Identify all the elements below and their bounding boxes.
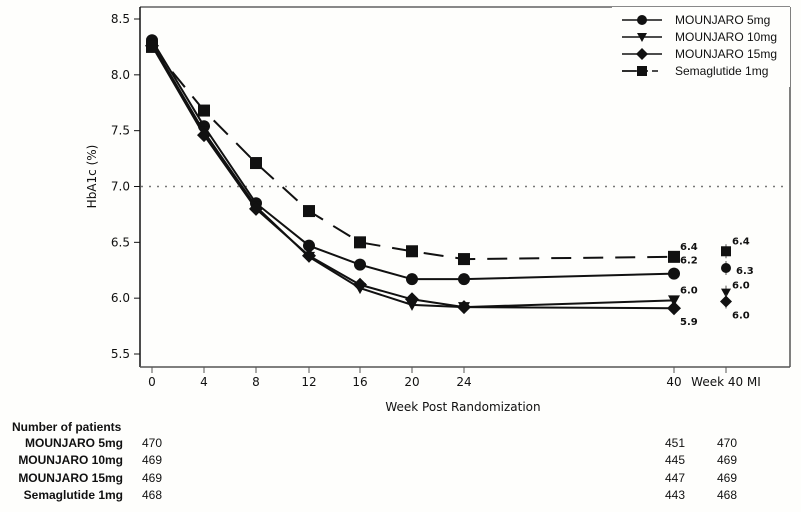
- patients-week0: 470: [142, 436, 163, 450]
- x-tick-label: 12: [301, 375, 316, 389]
- point-semaglutide-1mg: [406, 245, 418, 258]
- legend-marker-mounjaro-5mg: [637, 15, 647, 25]
- point-mi-mounjaro-5mg: [721, 263, 731, 274]
- point-mounjaro-15mg: [353, 277, 367, 292]
- point-mounjaro-5mg: [354, 258, 366, 271]
- y-tick-label: 6.5: [111, 235, 130, 249]
- patients-row: MOUNJARO 5mg 470 451 470: [0, 436, 801, 453]
- data-label-week40: 5.9: [680, 317, 698, 328]
- y-tick-label: 7.0: [111, 180, 130, 194]
- series-lines: [151, 39, 675, 310]
- point-mounjaro-5mg: [458, 273, 470, 286]
- patients-table-title: Number of patients: [12, 420, 122, 434]
- data-label-week40: 6.0: [680, 285, 698, 296]
- point-semaglutide-1mg: [250, 157, 262, 170]
- point-mounjaro-15mg: [667, 301, 681, 316]
- legend-marker-mounjaro-10mg: [637, 33, 647, 42]
- patients-week40: 447: [665, 471, 686, 485]
- point-semaglutide-1mg: [668, 250, 680, 263]
- y-tick-label: 6.0: [111, 291, 130, 305]
- legend-marker-mounjaro-15mg: [636, 48, 648, 60]
- hba1c-chart: 5.5 6.0 6.5 7.0 7.5 8.0 8.5 HbA1c (%) 0 4 8 12 16 20 2…: [85, 6, 791, 414]
- patients-row: MOUNJARO 10mg 469 445 469: [0, 453, 801, 470]
- point-semaglutide-1mg: [198, 104, 210, 117]
- line-mounjaro-5mg: [151, 39, 675, 281]
- patients-week40-mi: 470: [717, 436, 738, 450]
- point-mounjaro-15mg: [249, 201, 263, 216]
- point-mi-mounjaro-10mg: [721, 288, 731, 298]
- point-semaglutide-1mg: [146, 40, 158, 53]
- x-tick-label: Week 40 MI: [691, 375, 761, 389]
- point-mounjaro-5mg: [668, 267, 680, 280]
- legend-label-semaglutide-1mg: Semaglutide 1mg: [675, 64, 768, 78]
- data-label-week40-mi: 6.3: [736, 266, 754, 277]
- y-tick-label: 5.5: [111, 347, 130, 361]
- x-tick-label: 16: [352, 375, 367, 389]
- patients-row: Semaglutide 1mg 468 443 468: [0, 488, 801, 505]
- patients-row: MOUNJARO 15mg 469 447 469: [0, 471, 801, 488]
- y-tick-label: 8.0: [111, 68, 130, 82]
- patients-week40: 451: [665, 436, 686, 450]
- patients-row-name: MOUNJARO 15mg: [18, 471, 123, 485]
- data-labels: 6.2 6.3 6.0 6.0 5.9 6.0 6.4 6.4: [680, 236, 754, 328]
- x-tick-label: 20: [404, 375, 419, 389]
- patients-week0: 469: [142, 471, 163, 485]
- patients-week0: 468: [142, 488, 163, 502]
- y-tick-label: 8.5: [111, 12, 130, 26]
- point-semaglutide-1mg: [458, 253, 470, 266]
- patients-week0: 469: [142, 453, 163, 467]
- patients-week40-mi: 469: [717, 453, 738, 467]
- x-tick-label: 40: [666, 375, 681, 389]
- legend-label-mounjaro-10mg: MOUNJARO 10mg: [675, 30, 777, 44]
- patients-week40-mi: 469: [717, 471, 738, 485]
- line-semaglutide-1mg: [151, 46, 675, 261]
- point-mounjaro-5mg: [303, 239, 315, 252]
- x-tick-label: 8: [252, 375, 260, 389]
- line-mounjaro-10mg: [151, 43, 675, 309]
- patients-row-name: MOUNJARO 10mg: [18, 453, 123, 467]
- point-mounjaro-5mg: [406, 273, 418, 286]
- point-mounjaro-15mg: [405, 292, 419, 307]
- data-label-week40: 6.2: [680, 256, 698, 267]
- point-mounjaro-10mg: [668, 295, 680, 307]
- patients-week40: 445: [665, 453, 686, 467]
- x-axis-title: Week Post Randomization: [385, 400, 540, 414]
- data-label-week40: 6.4: [680, 242, 698, 253]
- y-axis-title: HbA1c (%): [85, 145, 99, 209]
- y-tick-label: 7.5: [111, 124, 130, 138]
- series-markers: [145, 34, 732, 316]
- point-mounjaro-15mg: [457, 300, 471, 315]
- axes: 5.5 6.0 6.5 7.0 7.5 8.0 8.5 HbA1c (%) 0 4 8 12 16 20 2…: [85, 6, 791, 414]
- point-mounjaro-15mg: [302, 248, 316, 263]
- point-semaglutide-1mg: [303, 205, 315, 218]
- x-tick-label: 24: [456, 375, 471, 389]
- x-tick-label: 4: [200, 375, 208, 389]
- patients-row-name: MOUNJARO 5mg: [24, 436, 123, 450]
- patients-week40: 443: [665, 488, 686, 502]
- legend-label-mounjaro-15mg: MOUNJARO 15mg: [675, 47, 777, 61]
- legend-marker-semaglutide-1mg: [637, 66, 647, 76]
- patients-row-name: Semaglutide 1mg: [23, 488, 123, 502]
- data-label-week40-mi: 6.0: [732, 311, 750, 322]
- patients-week40-mi: 468: [717, 488, 738, 502]
- point-mi-mounjaro-15mg: [720, 295, 732, 308]
- line-mounjaro-15mg: [151, 45, 675, 310]
- data-label-week40-mi: 6.4: [732, 236, 750, 247]
- legend: MOUNJARO 5mg MOUNJARO 10mg MOUNJARO 15mg Se…: [612, 7, 790, 87]
- legend-label-mounjaro-5mg: MOUNJARO 5mg: [675, 13, 770, 27]
- data-label-week40-mi: 6.0: [732, 281, 750, 292]
- point-mi-semaglutide-1mg: [721, 246, 731, 257]
- point-semaglutide-1mg: [354, 236, 366, 249]
- point-mounjaro-15mg: [197, 128, 211, 143]
- x-tick-label: 0: [148, 375, 156, 389]
